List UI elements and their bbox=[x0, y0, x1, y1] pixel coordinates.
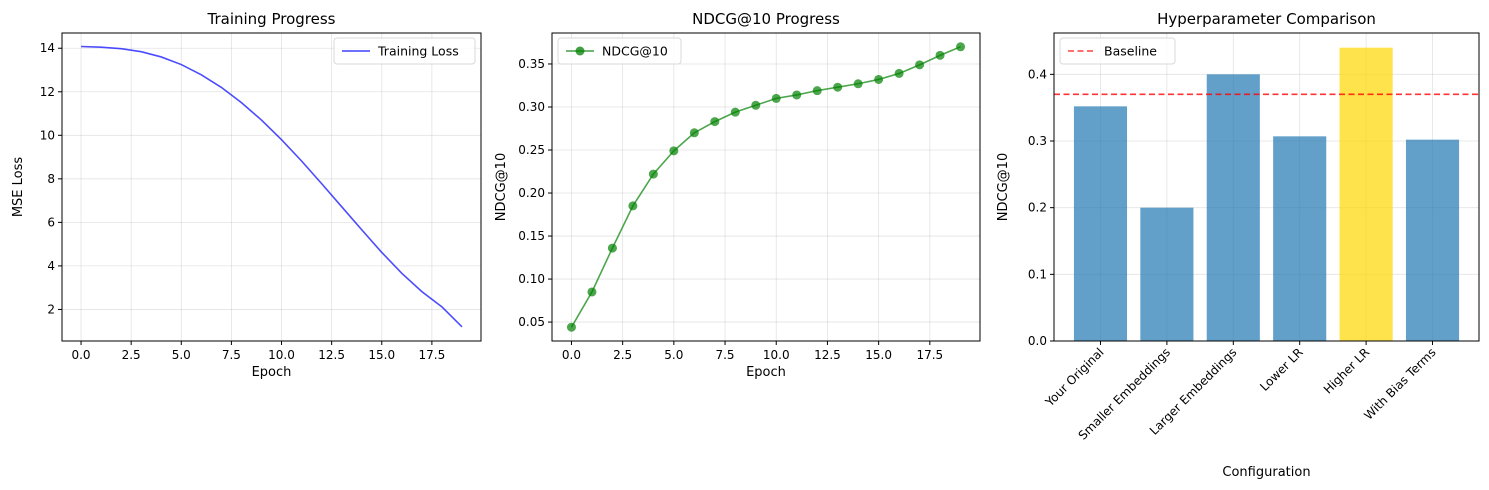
data-point bbox=[566, 322, 576, 332]
x-tick-label: 2.5 bbox=[613, 348, 632, 362]
y-axis-label: MSE Loss bbox=[11, 157, 26, 218]
data-point bbox=[648, 169, 658, 179]
x-tick-label: 17.5 bbox=[916, 348, 943, 362]
training-progress-chart: 2 4 6 8 10 12 14 0.0 2.5 5.0 7.5 10.0 12.5 15.0 17.5 T… bbox=[11, 10, 482, 380]
legend: Training Loss bbox=[333, 37, 476, 65]
data-point bbox=[730, 107, 740, 117]
x-tick-label: Higher LR bbox=[1321, 345, 1372, 396]
bar bbox=[1273, 136, 1327, 341]
y-axis-label: NDCG@10 bbox=[996, 153, 1011, 221]
data-point bbox=[628, 201, 638, 211]
x-tick-label: 12.5 bbox=[814, 348, 841, 362]
x-axis-label: Configuration bbox=[1222, 465, 1310, 480]
plot-frame bbox=[1053, 32, 1480, 342]
y-tick-label: 0.30 bbox=[518, 100, 545, 114]
chart-title: NDCG@10 Progress bbox=[692, 10, 840, 28]
data-point bbox=[853, 79, 863, 89]
legend-entry-training-loss: Training Loss bbox=[377, 44, 459, 59]
y-tick-label: 8 bbox=[47, 172, 55, 186]
data-point bbox=[894, 68, 904, 78]
ndcg-progress-chart: 0.05 0.10 0.15 0.20 0.25 0.30 0.35 0.0 2.5 5.0 7.5… bbox=[494, 10, 981, 380]
series-line bbox=[81, 45, 463, 328]
plot-frame bbox=[61, 32, 482, 342]
data-point bbox=[587, 287, 597, 297]
data-point bbox=[771, 93, 781, 103]
x-tick-label: 7.5 bbox=[715, 348, 734, 362]
x-tick-label: 15.0 bbox=[865, 348, 892, 362]
data-point bbox=[751, 100, 761, 110]
y-tick-label: 0.2 bbox=[1028, 201, 1047, 215]
data-point bbox=[956, 42, 966, 52]
y-tick-label: 0.05 bbox=[518, 315, 545, 329]
data-point bbox=[874, 74, 884, 84]
y-tick-label: 0.35 bbox=[518, 57, 545, 71]
y-tick-label: 14 bbox=[40, 41, 55, 55]
data-point bbox=[669, 146, 679, 156]
legend-entry-ndcg: NDCG@10 bbox=[602, 44, 668, 59]
data-point bbox=[935, 50, 945, 60]
data-point bbox=[607, 243, 617, 253]
x-tick-label: 10.0 bbox=[763, 348, 790, 362]
x-tick-label: 0.0 bbox=[562, 348, 581, 362]
x-tick-label: 0.0 bbox=[71, 348, 90, 362]
y-tick-label: 0.0 bbox=[1028, 334, 1047, 348]
y-axis-label: NDCG@10 bbox=[494, 153, 509, 221]
legend: NDCG@10 bbox=[557, 37, 682, 65]
series-line bbox=[570, 46, 961, 328]
y-tick-label: 0.25 bbox=[518, 143, 545, 157]
x-tick-label: 15.0 bbox=[368, 348, 395, 362]
x-tick-label: 5.0 bbox=[172, 348, 191, 362]
data-point bbox=[792, 90, 802, 100]
bar bbox=[1405, 139, 1460, 341]
bar bbox=[1140, 207, 1194, 341]
y-tick-label: 0.20 bbox=[518, 186, 545, 200]
data-point bbox=[833, 82, 843, 92]
legend-entry-baseline: Baseline bbox=[1104, 44, 1157, 59]
x-tick-label: Lower LR bbox=[1257, 345, 1306, 394]
data-point bbox=[812, 86, 822, 96]
data-point bbox=[710, 117, 720, 127]
x-tick-label: 12.5 bbox=[318, 348, 345, 362]
y-tick-label: 0.4 bbox=[1028, 67, 1047, 81]
x-tick-label: 2.5 bbox=[122, 348, 141, 362]
chart-title: Hyperparameter Comparison bbox=[1157, 10, 1376, 28]
data-point bbox=[689, 128, 699, 138]
y-tick-label: 0.15 bbox=[518, 229, 545, 243]
x-tick-label: 7.5 bbox=[222, 348, 241, 362]
x-tick-label: 17.5 bbox=[419, 348, 446, 362]
y-tick-label: 12 bbox=[40, 85, 55, 99]
x-axis-label: Epoch bbox=[746, 365, 786, 380]
bar bbox=[1206, 74, 1260, 341]
legend: Baseline bbox=[1059, 37, 1176, 65]
x-axis-label: Epoch bbox=[252, 365, 292, 380]
y-tick-label: 6 bbox=[47, 215, 55, 229]
chart-title: Training Progress bbox=[207, 10, 336, 28]
bar bbox=[1073, 106, 1128, 341]
y-tick-label: 10 bbox=[40, 128, 55, 142]
data-point bbox=[915, 60, 925, 70]
x-tick-label: 10.0 bbox=[268, 348, 295, 362]
y-tick-label: 4 bbox=[47, 259, 55, 273]
y-tick-label: 0.10 bbox=[518, 272, 545, 286]
plot-frame bbox=[551, 32, 981, 342]
bar bbox=[1339, 47, 1393, 342]
y-tick-label: 0.3 bbox=[1028, 134, 1047, 148]
x-tick-label: With Bias Terms bbox=[1361, 345, 1438, 422]
x-tick-label: 5.0 bbox=[664, 348, 683, 362]
x-tick-label: Your Original bbox=[1042, 345, 1107, 410]
y-tick-label: 2 bbox=[47, 302, 55, 316]
y-tick-label: 0.1 bbox=[1028, 267, 1047, 281]
